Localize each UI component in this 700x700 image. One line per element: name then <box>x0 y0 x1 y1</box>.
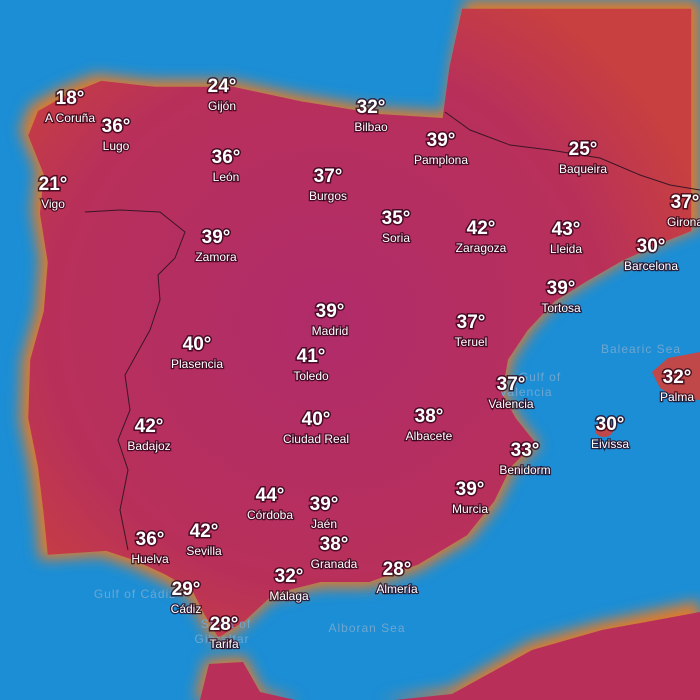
temperature: 18° <box>56 88 85 109</box>
temperature: 36° <box>136 529 165 550</box>
sea-label: Alboran Sea <box>328 621 405 635</box>
city-name: Cádiz <box>171 602 202 616</box>
city-name: Soria <box>382 231 410 245</box>
city-name: Lugo <box>103 139 130 153</box>
temperature: 43° <box>552 219 581 240</box>
city-name: Granada <box>311 557 358 571</box>
temperature: 37° <box>457 312 486 333</box>
city-name: Eivissa <box>591 437 629 451</box>
temperature: 37° <box>497 374 526 395</box>
temperature: 24° <box>208 76 237 97</box>
city-name: Teruel <box>455 335 488 349</box>
city-name: Albacete <box>406 429 453 443</box>
temperature: 42° <box>467 218 496 239</box>
city-name: Benidorm <box>499 463 550 477</box>
temperature: 39° <box>547 278 576 299</box>
city-name: Burgos <box>309 189 347 203</box>
sea-label: Valencia <box>499 385 552 399</box>
temperature: 28° <box>383 559 412 580</box>
temperature: 33° <box>511 440 540 461</box>
ibiza <box>595 423 613 437</box>
temperature: 39° <box>316 301 345 322</box>
city-name: Palma <box>660 390 694 404</box>
temperature: 32° <box>357 97 386 118</box>
sea-label: Gibraltar <box>194 632 249 646</box>
temperature: 29° <box>172 579 201 600</box>
temperature: 41° <box>297 346 326 367</box>
temperature: 39° <box>202 227 231 248</box>
city-name: León <box>213 170 240 184</box>
temperature: 38° <box>320 534 349 555</box>
city-name: Barcelona <box>624 259 678 273</box>
city-name: Murcia <box>452 502 488 516</box>
city-name: Plasencia <box>171 357 223 371</box>
sea-label: Gulf of <box>519 370 561 384</box>
city-name: Gijón <box>208 99 236 113</box>
temperature: 25° <box>569 139 598 160</box>
land <box>20 0 700 700</box>
city-name: Zamora <box>195 250 237 264</box>
mallorca <box>652 352 700 400</box>
temperature: 37° <box>314 166 343 187</box>
temperature: 36° <box>102 116 131 137</box>
city-name: Huelva <box>131 552 169 566</box>
temperature: 39° <box>310 494 339 515</box>
iberia-land <box>28 8 692 638</box>
temperature: 40° <box>183 334 212 355</box>
city-name: Pamplona <box>414 153 468 167</box>
temperature: 28° <box>210 614 239 635</box>
city-name: Madrid <box>312 324 349 338</box>
city-name: Tarifa <box>209 637 239 651</box>
city-name: Córdoba <box>247 508 293 522</box>
temperature: 32° <box>663 367 692 388</box>
city-name: Jaén <box>311 517 337 531</box>
city-name: Valencia <box>488 397 533 411</box>
temperature: 30° <box>596 414 625 435</box>
france-border <box>444 111 700 191</box>
africa-land <box>200 612 700 700</box>
city-name: Tortosa <box>541 301 581 315</box>
sea-label: Balearic Sea <box>601 342 681 356</box>
sea-label: Gulf of Cádiz <box>94 587 176 601</box>
city-name: A Coruña <box>45 111 95 125</box>
city-name: Baqueira <box>559 162 607 176</box>
borders <box>84 111 700 551</box>
temperature: 40° <box>302 409 331 430</box>
temperature: 39° <box>456 479 485 500</box>
city-name: Málaga <box>269 589 309 603</box>
temperature: 37° <box>671 192 700 213</box>
city-name: Sevilla <box>186 544 222 558</box>
temperature: 42° <box>135 416 164 437</box>
city-name: Bilbao <box>354 120 388 134</box>
city-name: Lleida <box>550 242 582 256</box>
city-name: Zaragoza <box>456 241 507 255</box>
temperature: 42° <box>190 521 219 542</box>
city-name: Almería <box>376 582 418 596</box>
sea-label: Strait of <box>201 617 251 631</box>
temperature: 30° <box>637 236 666 257</box>
temperature: 39° <box>427 130 456 151</box>
city-name: Toledo <box>293 369 329 383</box>
temperature: 36° <box>212 147 241 168</box>
city-name: Ciudad Real <box>283 432 349 446</box>
temperature: 44° <box>256 485 285 506</box>
city-name: Vigo <box>41 197 65 211</box>
temperature: 35° <box>382 208 411 229</box>
temperature: 38° <box>415 406 444 427</box>
temperature: 32° <box>275 566 304 587</box>
portugal-border <box>84 209 186 551</box>
temperature: 21° <box>39 174 68 195</box>
city-name: Badajoz <box>127 439 170 453</box>
city-name: Girona <box>667 215 700 229</box>
